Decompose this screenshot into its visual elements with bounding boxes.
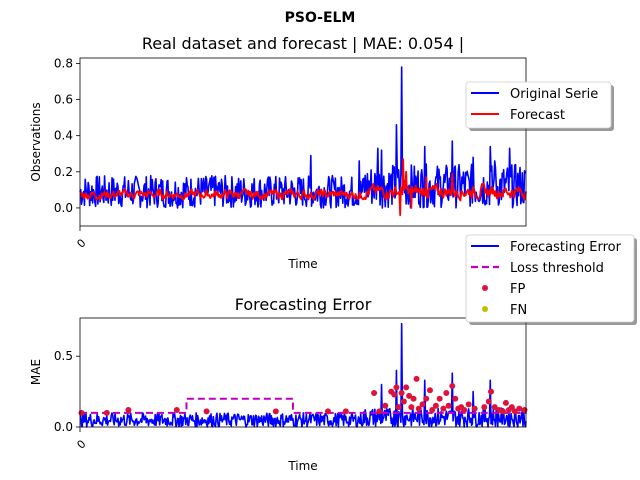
- fp-marker-37: [465, 401, 472, 408]
- fp-marker-3: [173, 407, 180, 414]
- fp-marker-23: [419, 401, 426, 408]
- legend-forecast-label: Forecast: [510, 108, 565, 123]
- fp-marker-6: [324, 408, 331, 415]
- fp-marker-31: [445, 402, 452, 409]
- legend-fn-marker: [482, 306, 488, 312]
- figure-suptitle: PSO-ELM: [285, 10, 356, 26]
- legend-fp-label: FP: [510, 282, 525, 297]
- bottom-y-axis-label: MAE: [29, 359, 43, 385]
- fp-marker-32: [449, 382, 456, 389]
- top-y-ticks: 0.0 0.2 0.4 0.6 0.8: [54, 56, 80, 215]
- fp-marker-8: [371, 390, 378, 397]
- fp-marker-40: [485, 398, 492, 405]
- fp-marker-9: [376, 408, 383, 415]
- fp-marker-27: [432, 402, 439, 409]
- y-tick-label-1: 0.5: [54, 349, 73, 363]
- top-legend-box: [465, 81, 612, 129]
- legend-forecasting-error-label: Forecasting Error: [510, 240, 622, 255]
- fp-marker-20: [410, 395, 417, 402]
- fp-marker-28: [436, 395, 443, 402]
- top-x-tick-label-0: 0: [74, 236, 88, 250]
- bottom-x-axis-label: Time: [287, 459, 317, 473]
- fp-marker-2: [125, 407, 132, 414]
- top-x-axis-label: Time: [287, 257, 317, 271]
- loss-threshold-line: [80, 397, 527, 414]
- legend-fp-marker: [482, 285, 488, 291]
- fp-marker-15: [398, 390, 405, 397]
- bottom-legend-box: [465, 234, 635, 323]
- fp-marker-30: [443, 390, 450, 397]
- fp-marker-38: [471, 405, 478, 412]
- y-tick-label-0: 0.0: [54, 201, 73, 215]
- fp-marker-17: [403, 384, 410, 391]
- fp-marker-47: [508, 404, 515, 411]
- top-x-tick-0: 0: [74, 226, 89, 251]
- fp-marker-39: [481, 404, 488, 411]
- fp-marker-50: [521, 407, 528, 414]
- top-chart-title: Real dataset and forecast | MAE: 0.054 |: [142, 34, 464, 53]
- top-y-axis-label: Observations: [29, 102, 43, 181]
- top-series-layer: [79, 66, 527, 217]
- fp-marker-44: [499, 408, 506, 415]
- legend-fn-label: FN: [510, 303, 527, 318]
- fp-marker-25: [426, 387, 433, 394]
- bottom-x-tick-0: 0: [74, 427, 89, 452]
- fp-marker-12: [391, 391, 398, 398]
- fp-marker-33: [452, 395, 459, 402]
- bottom-chart: Forecasting Error 0.0 0.5 0 Time MAE Fore…: [29, 234, 637, 473]
- fp-marker-14: [395, 404, 402, 411]
- fp-marker-5: [272, 408, 279, 415]
- y-tick-label-1: 0.2: [54, 165, 73, 179]
- y-tick-label-2: 0.4: [54, 129, 73, 143]
- fp-marker-45: [502, 399, 509, 406]
- fp-marker-41: [488, 388, 495, 395]
- fp-marker-26: [429, 407, 436, 414]
- forecasting-error-line: [79, 322, 527, 428]
- fp-marker-24: [423, 395, 430, 402]
- bottom-x-tick-label-0: 0: [74, 437, 88, 451]
- fp-marker-48: [511, 408, 518, 415]
- fp-marker-21: [413, 375, 420, 382]
- fp-marker-19: [408, 404, 415, 411]
- bottom-legend: Forecasting Error Loss threshold FP FN: [465, 234, 637, 325]
- fp-marker-16: [400, 398, 407, 405]
- y-tick-label-3: 0.6: [54, 93, 73, 107]
- legend-loss-threshold-label: Loss threshold: [510, 261, 604, 276]
- top-legend: Original Serie Forecast: [465, 81, 614, 131]
- fp-marker-22: [415, 405, 422, 412]
- fp-marker-29: [440, 405, 447, 412]
- legend-original-serie-label: Original Serie: [510, 87, 598, 102]
- fp-marker-42: [491, 404, 498, 411]
- top-chart: Real dataset and forecast | MAE: 0.054 |…: [29, 34, 614, 271]
- fp-marker-18: [406, 392, 413, 399]
- fp-marker-4: [203, 408, 210, 415]
- fp-marker-0: [78, 409, 85, 416]
- bottom-y-ticks: 0.0 0.5: [54, 349, 80, 434]
- forecast-line: [79, 158, 527, 217]
- fp-marker-10: [382, 402, 389, 409]
- bottom-plot-frame: [79, 317, 527, 428]
- fp-marker-13: [393, 384, 400, 391]
- fp-marker-7: [342, 408, 349, 415]
- fp-marker-1: [103, 409, 110, 416]
- fp-marker-36: [461, 407, 468, 414]
- y-tick-label-4: 0.8: [54, 56, 73, 70]
- top-plot-frame: [79, 57, 527, 227]
- fp-marker-49: [516, 405, 523, 412]
- y-tick-label-0: 0.0: [54, 420, 73, 434]
- bottom-chart-title: Forecasting Error: [235, 295, 372, 314]
- bottom-series-layer: [78, 322, 528, 428]
